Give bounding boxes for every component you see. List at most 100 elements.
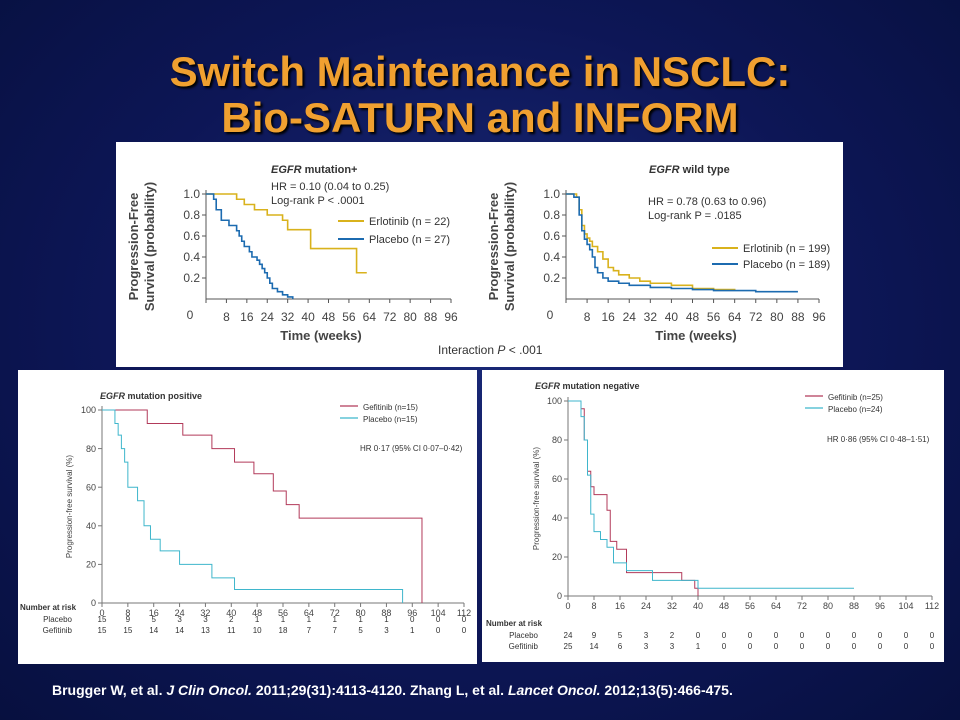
interaction-value: < .001 — [505, 343, 542, 357]
risk-cell: 1 — [307, 615, 312, 624]
risk-cell: 0 — [878, 642, 883, 651]
x-tick-label: 56 — [342, 310, 356, 324]
interaction-text: Interaction — [438, 343, 497, 357]
risk-cell: 0 — [774, 642, 779, 651]
series-line-a — [102, 409, 423, 603]
risk-cell: 0 — [800, 631, 805, 640]
risk-cell: 3 — [203, 615, 208, 624]
annotation-text: Log-rank P < .0001 — [271, 195, 365, 207]
risk-cell: 5 — [358, 626, 363, 635]
x-tick-label: 24 — [261, 310, 275, 324]
y-tick-label: 20 — [86, 560, 96, 570]
risk-cell: 0 — [800, 642, 805, 651]
x-tick-label: 88 — [381, 608, 391, 618]
risk-row-label: Placebo — [43, 615, 72, 624]
risk-cell: 0 — [930, 631, 935, 640]
x-tick-label: 80 — [403, 310, 417, 324]
chart-egfr-mutation-plus: 0.2 0.4 0.6 0.8 1.0 0 8 16 24 32 40 48 56 64 72 80 88 96 P… — [126, 164, 458, 343]
panel-title-gene: EGFR — [271, 164, 302, 176]
risk-cell: 0 — [462, 626, 467, 635]
x-tick-label: 64 — [363, 310, 377, 324]
risk-cell: 3 — [670, 642, 675, 651]
y-axis-label-line-1: Progression-Free — [486, 193, 501, 301]
y-tick-label: 0.8 — [183, 208, 200, 222]
x-tick-label: 32 — [667, 601, 677, 611]
risk-cell: 7 — [307, 626, 312, 635]
risk-table-header: Number at risk — [486, 619, 543, 628]
x-tick-label: 104 — [431, 608, 446, 618]
x-tick-label: 40 — [301, 310, 315, 324]
risk-cell: 0 — [826, 642, 831, 651]
citation: Brugger W, et al. J Clin Oncol. 2011;29(… — [52, 682, 733, 698]
y-tick-label: 40 — [552, 513, 562, 523]
risk-cell: 11 — [227, 626, 236, 635]
y-tick-label: 80 — [552, 435, 562, 445]
y-tick-label: 60 — [552, 474, 562, 484]
risk-cell: 7 — [332, 626, 337, 635]
x-tick-label: 96 — [444, 310, 458, 324]
inform-positive-figure: 0 20 40 60 80 100 0 8 16 24 32 40 48 56 64 72 80 88 96 104 1… — [18, 370, 477, 664]
risk-cell: 1 — [281, 615, 286, 624]
risk-cell: 5 — [618, 631, 623, 640]
x-tick-label: 48 — [686, 310, 700, 324]
panel-title-rest: mutation+ — [302, 164, 358, 176]
series-line-b — [102, 409, 404, 603]
saturn-charts: 0.20.40.60.81.00 8 16 24 32 40 48 56 64 72 80 88 96P… — [126, 164, 830, 357]
annotation-text: HR 0·86 (95% CI 0·48–1·51) — [827, 435, 930, 444]
annotation-text: HR = 0.78 (0.63 to 0.96) — [648, 196, 766, 208]
x-tick-label: 48 — [252, 608, 262, 618]
risk-cell: 3 — [384, 626, 389, 635]
origin-label: 0 — [547, 308, 554, 322]
legend-label: Gefitinib (n=25) — [828, 393, 883, 402]
risk-cell: 10 — [253, 626, 262, 635]
risk-cell: 9 — [592, 631, 597, 640]
x-tick-label: 104 — [898, 601, 913, 611]
y-tick-label: 0.4 — [183, 250, 200, 264]
series-line-b — [568, 400, 854, 589]
risk-cell: 0 — [462, 615, 467, 624]
origin-label: 0 — [187, 308, 194, 322]
x-tick-label: 88 — [849, 601, 859, 611]
interaction-label: Interaction P < .001 — [438, 343, 543, 357]
x-tick-label: 40 — [693, 601, 703, 611]
risk-cell: 0 — [410, 615, 415, 624]
x-tick-label: 8 — [125, 608, 130, 618]
risk-row-label: Placebo — [509, 631, 538, 640]
chart-egfr-wild-type: 0.2 0.4 0.6 0.8 1.0 0 8 16 24 32 40 48 56 64 72 80 88 96 P… — [486, 164, 830, 343]
y-tick-label: 20 — [552, 552, 562, 562]
y-tick-label: 100 — [81, 405, 96, 415]
risk-cell: 2 — [229, 615, 234, 624]
risk-cell: 14 — [590, 642, 599, 651]
y-axis-label-line-2: Survival (probability) — [502, 182, 517, 311]
legend-label: Placebo (n = 27) — [369, 234, 450, 246]
x-tick-label: 24 — [175, 608, 185, 618]
x-tick-label: 8 — [591, 601, 596, 611]
y-tick-label: 40 — [86, 521, 96, 531]
x-tick-label: 96 — [812, 310, 826, 324]
citation-part-3: 2012;13(5):466-475. — [600, 682, 733, 698]
panel-title: EGFR wild type — [649, 164, 730, 176]
risk-cell: 0 — [748, 642, 753, 651]
risk-cell: 0 — [722, 642, 727, 651]
risk-table-header: Number at risk — [20, 603, 77, 612]
x-tick-label: 80 — [770, 310, 784, 324]
citation-journal-2: Lancet Oncol. — [507, 682, 601, 698]
x-tick-label: 64 — [304, 608, 314, 618]
series-line-a — [568, 400, 699, 596]
y-tick-label: 0.2 — [543, 271, 560, 285]
risk-cell: 3 — [644, 631, 649, 640]
risk-cell: 15 — [98, 626, 107, 635]
risk-cell: 3 — [644, 642, 649, 651]
risk-cell: 0 — [904, 642, 909, 651]
x-tick-label: 72 — [330, 608, 340, 618]
y-tick-label: 1.0 — [183, 187, 200, 201]
x-tick-label: 16 — [240, 310, 254, 324]
legend-label: Erlotinib (n = 22) — [369, 216, 450, 228]
risk-cell: 13 — [201, 626, 210, 635]
x-tick-label: 16 — [615, 601, 625, 611]
y-tick-label: 0.8 — [543, 208, 560, 222]
panel-title-rest: wild type — [680, 164, 730, 176]
risk-cell: 0 — [748, 631, 753, 640]
annotation-text: Log-rank P = .0185 — [648, 210, 742, 222]
